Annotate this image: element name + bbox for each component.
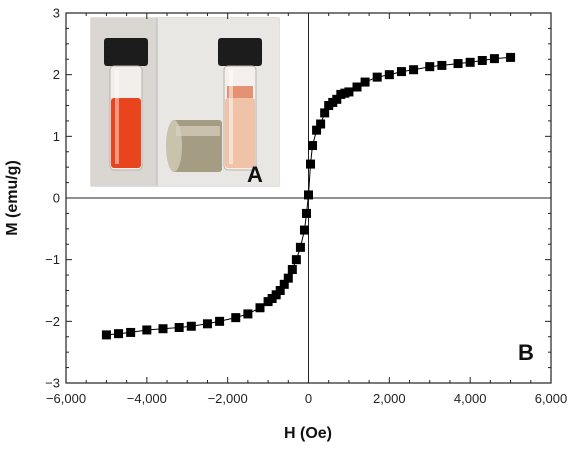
data-point — [287, 265, 297, 275]
data-point — [360, 77, 370, 87]
x-tick-label: 0 — [305, 391, 312, 406]
data-point — [231, 313, 241, 323]
data-point — [215, 316, 225, 326]
data-point — [332, 94, 342, 104]
data-point — [425, 62, 435, 72]
data-point — [291, 255, 301, 265]
data-point — [279, 279, 289, 289]
data-point — [352, 82, 362, 92]
data-point — [301, 208, 311, 218]
vial-icon — [104, 38, 148, 171]
data-point — [114, 329, 124, 339]
data-point — [409, 65, 419, 75]
tick-labels: −6,000 −4,000 −2,000 0 2,000 4,000 6,000 −3 −2 −1… — [45, 6, 567, 407]
x-tick-label: −4,000 — [127, 391, 167, 406]
y-tick-label: −3 — [45, 376, 60, 391]
data-point — [243, 309, 253, 319]
x-axis-title: H (Oe) — [284, 425, 332, 442]
data-point — [506, 52, 516, 62]
data-point — [158, 324, 168, 334]
panel-label-b: B — [518, 340, 534, 365]
data-points — [101, 52, 516, 340]
data-point — [299, 225, 309, 235]
y-tick-label: 0 — [53, 191, 60, 206]
axis-ticks — [65, 12, 552, 384]
data-point — [174, 323, 184, 332]
data-point — [312, 125, 322, 135]
data-point — [320, 108, 330, 118]
data-point — [283, 273, 293, 283]
data-point — [304, 190, 313, 200]
data-point — [316, 119, 326, 129]
panel-label-a: A — [247, 162, 263, 187]
data-point — [489, 54, 499, 64]
x-tick-label: −6,000 — [46, 391, 86, 406]
y-axis-title: M (emu/g) — [4, 160, 21, 236]
x-tick-label: 4,000 — [454, 391, 487, 406]
x-tick-label: −2,000 — [208, 391, 248, 406]
data-point — [306, 159, 316, 169]
data-point — [437, 60, 447, 70]
data-point — [295, 242, 305, 252]
data-point — [453, 59, 463, 69]
data-point — [384, 70, 394, 80]
y-tick-label: 2 — [53, 67, 60, 82]
data-point — [465, 57, 475, 67]
data-point — [142, 325, 152, 335]
data-point — [275, 286, 285, 295]
y-tick-label: 1 — [53, 129, 60, 144]
data-point — [344, 87, 354, 97]
y-tick-label: −1 — [45, 252, 60, 267]
data-point — [255, 303, 265, 313]
y-tick-label: −2 — [45, 314, 60, 329]
y-tick-label: 3 — [53, 6, 60, 21]
data-point — [101, 330, 111, 340]
data-point — [126, 327, 136, 337]
data-point — [477, 55, 487, 65]
data-point — [396, 67, 406, 77]
data-point — [186, 321, 196, 331]
inset-photo — [90, 17, 280, 187]
x-tick-label: 2,000 — [373, 391, 406, 406]
x-tick-label: 6,000 — [535, 391, 568, 406]
data-point — [372, 72, 382, 82]
data-point — [202, 319, 212, 329]
vial-icon — [218, 38, 262, 171]
data-point — [308, 141, 318, 151]
magnet-icon — [166, 120, 222, 172]
